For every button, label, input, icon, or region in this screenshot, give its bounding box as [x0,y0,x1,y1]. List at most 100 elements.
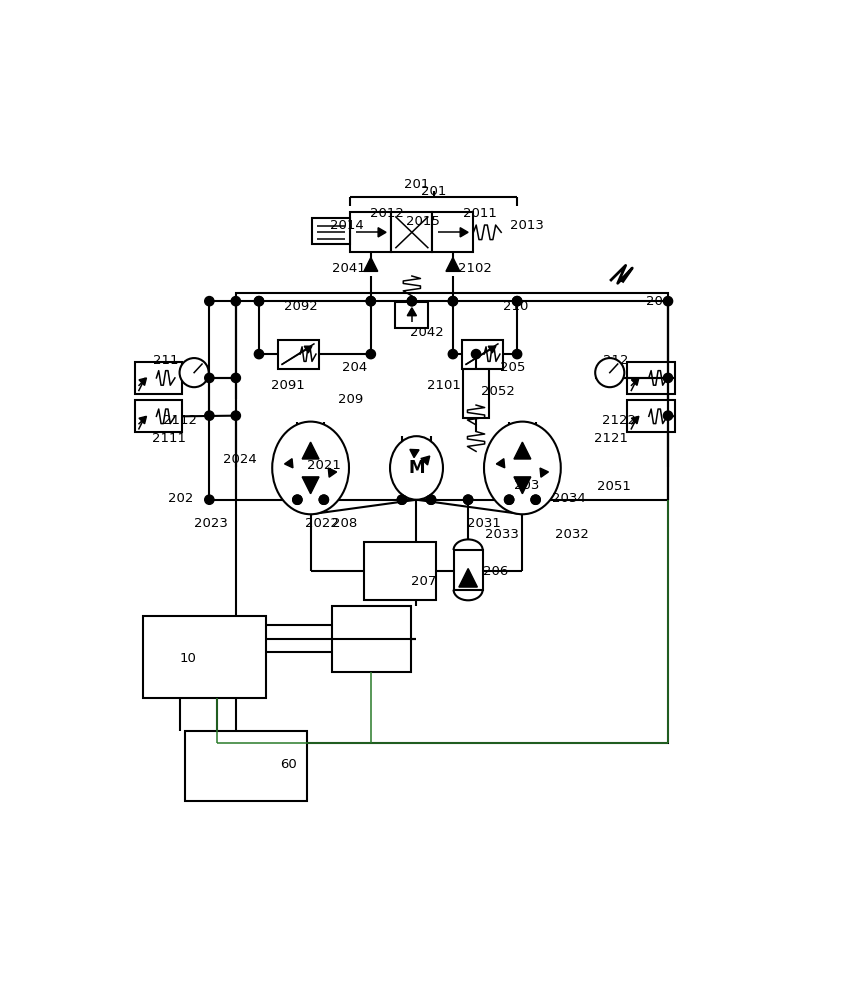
Text: 60: 60 [280,758,297,771]
Circle shape [366,297,375,306]
Text: 208: 208 [332,517,357,530]
Polygon shape [302,477,319,494]
Polygon shape [421,456,429,465]
Text: M: M [408,459,424,477]
Circle shape [254,297,264,306]
Polygon shape [496,459,504,468]
Circle shape [663,373,672,383]
Polygon shape [284,459,293,468]
Text: 2121: 2121 [593,432,627,445]
Polygon shape [458,569,477,587]
Circle shape [231,297,241,306]
Bar [332,606,411,672]
Circle shape [512,297,521,306]
Text: 204: 204 [341,361,367,374]
Circle shape [531,495,540,504]
Text: 2111: 2111 [152,432,186,445]
Circle shape [254,297,264,306]
Text: 2013: 2013 [510,219,543,232]
Circle shape [366,349,375,359]
Bar [184,731,307,801]
Text: 212: 212 [602,354,628,367]
Polygon shape [407,308,416,316]
Circle shape [205,495,214,504]
Ellipse shape [484,422,560,514]
Text: 2051: 2051 [595,480,630,493]
Bar [462,369,489,418]
Bar [143,616,265,698]
Circle shape [448,297,457,306]
Bar [135,362,182,394]
Polygon shape [139,378,147,385]
Circle shape [448,297,457,306]
Bar [461,340,502,369]
Polygon shape [514,477,531,494]
Circle shape [463,495,473,504]
Text: 2032: 2032 [554,528,589,541]
Polygon shape [139,416,147,424]
Polygon shape [539,468,548,477]
Circle shape [366,297,375,306]
Circle shape [319,495,328,504]
Circle shape [512,297,521,306]
Polygon shape [514,442,531,459]
Circle shape [179,358,208,387]
Polygon shape [328,468,336,477]
Circle shape [397,495,406,504]
Circle shape [231,411,241,420]
Bar [391,212,432,252]
Circle shape [426,495,435,504]
Text: 2024: 2024 [223,453,256,466]
Circle shape [595,358,624,387]
Polygon shape [630,416,638,424]
Text: 210: 210 [502,300,527,313]
Bar [432,212,473,252]
Polygon shape [460,228,467,237]
Circle shape [205,297,214,306]
Circle shape [205,373,214,383]
Circle shape [512,349,521,359]
Bar [626,400,674,432]
Text: 2102: 2102 [457,262,490,275]
Ellipse shape [390,436,443,500]
Ellipse shape [272,422,349,514]
Polygon shape [378,228,386,237]
Circle shape [426,495,435,504]
Polygon shape [363,257,377,271]
Bar [311,218,350,244]
Bar [453,550,482,590]
Text: 2022: 2022 [305,517,339,530]
Circle shape [407,297,416,306]
Circle shape [504,495,514,504]
Text: 2101: 2101 [426,379,461,392]
Bar [277,340,318,369]
Text: 2052: 2052 [480,385,514,398]
Circle shape [663,411,672,420]
Polygon shape [488,346,496,353]
Bar [363,542,436,600]
Text: 202: 202 [167,492,193,505]
Text: 2041: 2041 [332,262,365,275]
Circle shape [205,411,214,420]
Circle shape [397,495,406,504]
Circle shape [531,495,540,504]
Bar [350,212,391,252]
Circle shape [293,495,302,504]
Bar [626,362,674,394]
Text: 2091: 2091 [270,379,305,392]
Text: 2011: 2011 [462,207,496,220]
Text: 205: 205 [499,361,525,374]
Circle shape [407,297,416,306]
Bar [135,400,182,432]
Text: 2031: 2031 [467,517,501,530]
Text: 2012: 2012 [369,207,403,220]
Polygon shape [409,449,419,458]
Text: 207: 207 [411,575,436,588]
Text: 2042: 2042 [409,326,443,339]
Text: 2092: 2092 [284,300,317,313]
Circle shape [471,349,480,359]
Text: 206: 206 [482,565,508,578]
Circle shape [504,495,514,504]
Text: 10: 10 [179,652,196,665]
Text: 201: 201 [403,178,429,191]
